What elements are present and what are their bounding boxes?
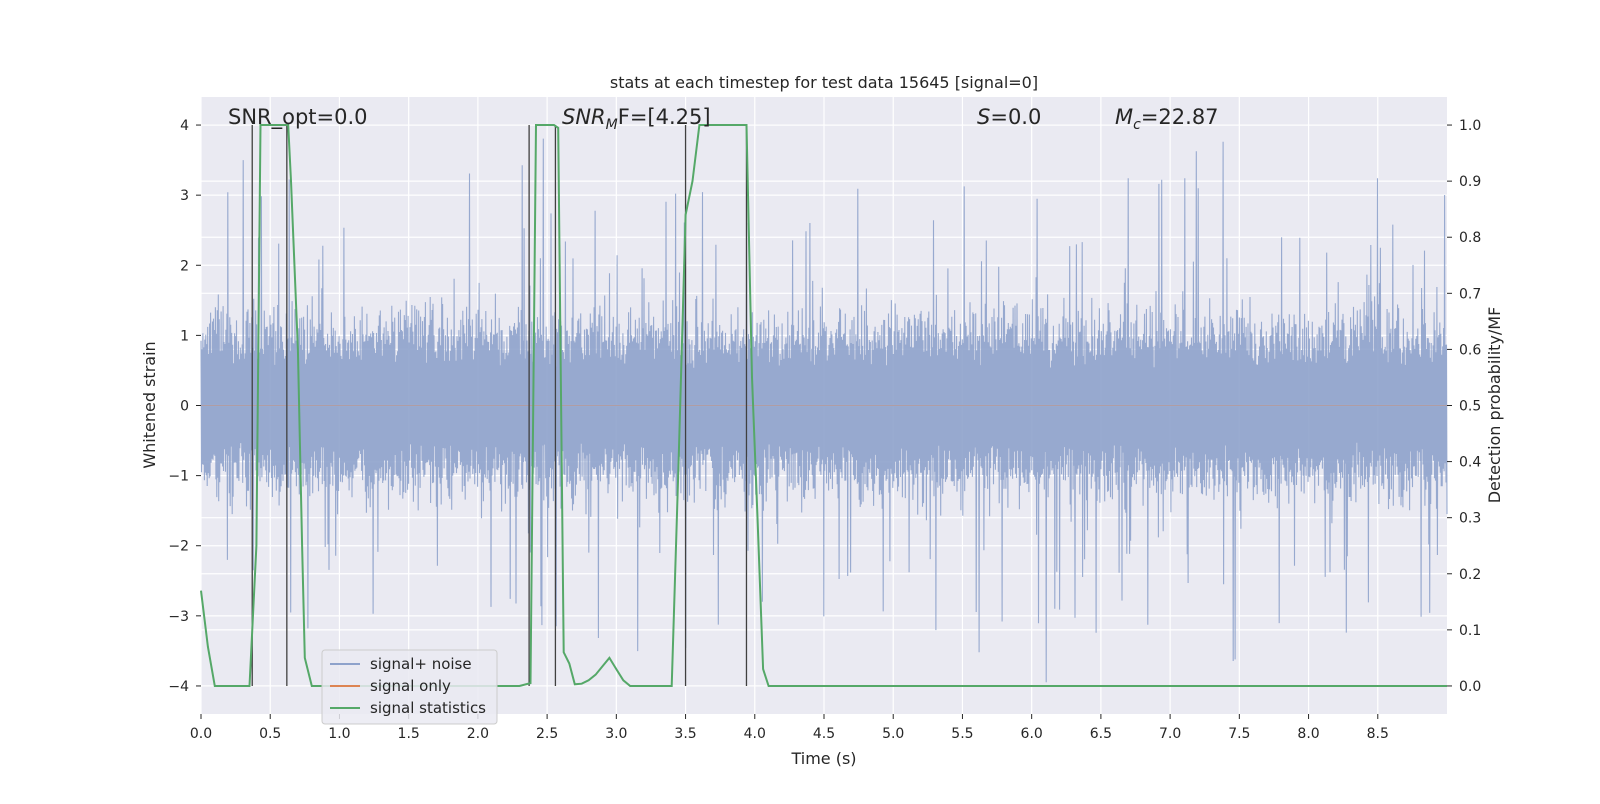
y-right-tick-label-10: 0.0 [1459, 679, 1481, 695]
chart-title: stats at each timestep for test data 156… [610, 73, 1038, 92]
x-tick-label-8: 4.0 [744, 726, 766, 742]
legend-label-noise: signal+ noise [370, 655, 472, 673]
y-tick-label-7: −3 [168, 609, 189, 625]
y-right-tick-label-4: 0.6 [1459, 342, 1481, 358]
y-tick-layer: 4 3 2 1 0 −1 −2 −3 −4 [168, 118, 201, 695]
legend-label-statistics: signal statistics [370, 699, 486, 717]
x-tick-label-0: 0.0 [190, 726, 212, 742]
x-tick-label-10: 5.0 [882, 726, 904, 742]
x-tick-label-12: 6.0 [1021, 726, 1043, 742]
annotation-snr-opt: SNR_opt=0.0 [228, 105, 368, 130]
x-tick-label-3: 1.5 [398, 726, 420, 742]
annotation-s: S=0.0 [977, 105, 1041, 129]
y-tick-label-6: −2 [168, 539, 189, 555]
x-tick-label-17: 8.5 [1367, 726, 1389, 742]
y-right-tick-label-9: 0.1 [1459, 623, 1481, 639]
annotation-snr-mf-rest: F=[4.25] [618, 105, 711, 129]
statistics-series-line [200, 124, 1447, 687]
y-right-tick-label-5: 0.5 [1459, 399, 1481, 415]
noise-series-layer [200, 138, 1448, 683]
x-tick-label-6: 3.0 [605, 726, 627, 742]
x-axis-label: Time (s) [790, 749, 856, 768]
x-tick-label-5: 2.5 [536, 726, 558, 742]
y-right-tick-label-7: 0.3 [1459, 511, 1481, 527]
y-tick-label-5: −1 [168, 469, 189, 485]
y-tick-label-8: −4 [168, 679, 189, 695]
annotation-snr-mf-sub: M [606, 117, 618, 133]
y-tick-label-0: 4 [180, 118, 189, 134]
annotation-mc: Mc=22.87 [1115, 105, 1219, 133]
x-tick-label-14: 7.0 [1159, 726, 1181, 742]
statistics-series-layer [200, 124, 1447, 687]
annotation-s-rest: =0.0 [990, 105, 1041, 129]
y-axis-label: Whitened strain [140, 341, 159, 468]
noise-series-line [200, 138, 1448, 683]
annotation-snr-mf-main: SNR [562, 105, 606, 129]
y-right-tick-label-8: 0.2 [1459, 567, 1481, 583]
x-tick-label-15: 7.5 [1228, 726, 1250, 742]
x-tick-label-7: 3.5 [674, 726, 696, 742]
annotation-snr-mf: SNRMF=[4.25] [562, 105, 711, 133]
x-tick-layer: 0.0 0.5 1.0 1.5 2.0 2.5 3.0 3.5 4.0 4.5 5.0 5.5 6.0 6… [190, 714, 1389, 742]
y-right-tick-layer: 1.0 0.9 0.8 0.7 0.6 0.5 0.4 0.3 0.2 0.1 0.0 [1447, 118, 1481, 695]
x-tick-label-9: 4.5 [813, 726, 835, 742]
legend: signal+ noise signal only signal statist… [321, 649, 498, 725]
y-tick-label-3: 1 [180, 328, 189, 344]
annotation-s-main: S [977, 105, 990, 129]
y-right-tick-label-2: 0.8 [1459, 230, 1481, 246]
y-right-tick-label-1: 0.9 [1459, 174, 1481, 190]
legend-box [321, 649, 498, 725]
y-right-tick-label-0: 1.0 [1459, 118, 1481, 134]
annotation-mc-sub: c [1133, 117, 1141, 133]
y-right-axis-label: Detection probability/MF [1485, 307, 1504, 504]
x-tick-label-1: 0.5 [259, 726, 281, 742]
x-tick-label-11: 5.5 [951, 726, 973, 742]
annotation-mc-main: M [1115, 105, 1133, 129]
y-right-tick-label-6: 0.4 [1459, 455, 1481, 471]
marker-lines-layer [251, 125, 748, 686]
x-tick-label-13: 6.5 [1090, 726, 1112, 742]
x-tick-label-4: 2.0 [467, 726, 489, 742]
y-right-tick-label-3: 0.7 [1459, 286, 1481, 302]
annotation-mc-rest: =22.87 [1141, 105, 1219, 129]
y-tick-label-4: 0 [180, 399, 189, 415]
y-tick-label-2: 2 [180, 258, 189, 274]
x-tick-label-16: 8.0 [1297, 726, 1319, 742]
x-tick-label-2: 1.0 [328, 726, 350, 742]
y-tick-label-1: 3 [180, 188, 189, 204]
legend-label-signal: signal only [370, 677, 451, 695]
